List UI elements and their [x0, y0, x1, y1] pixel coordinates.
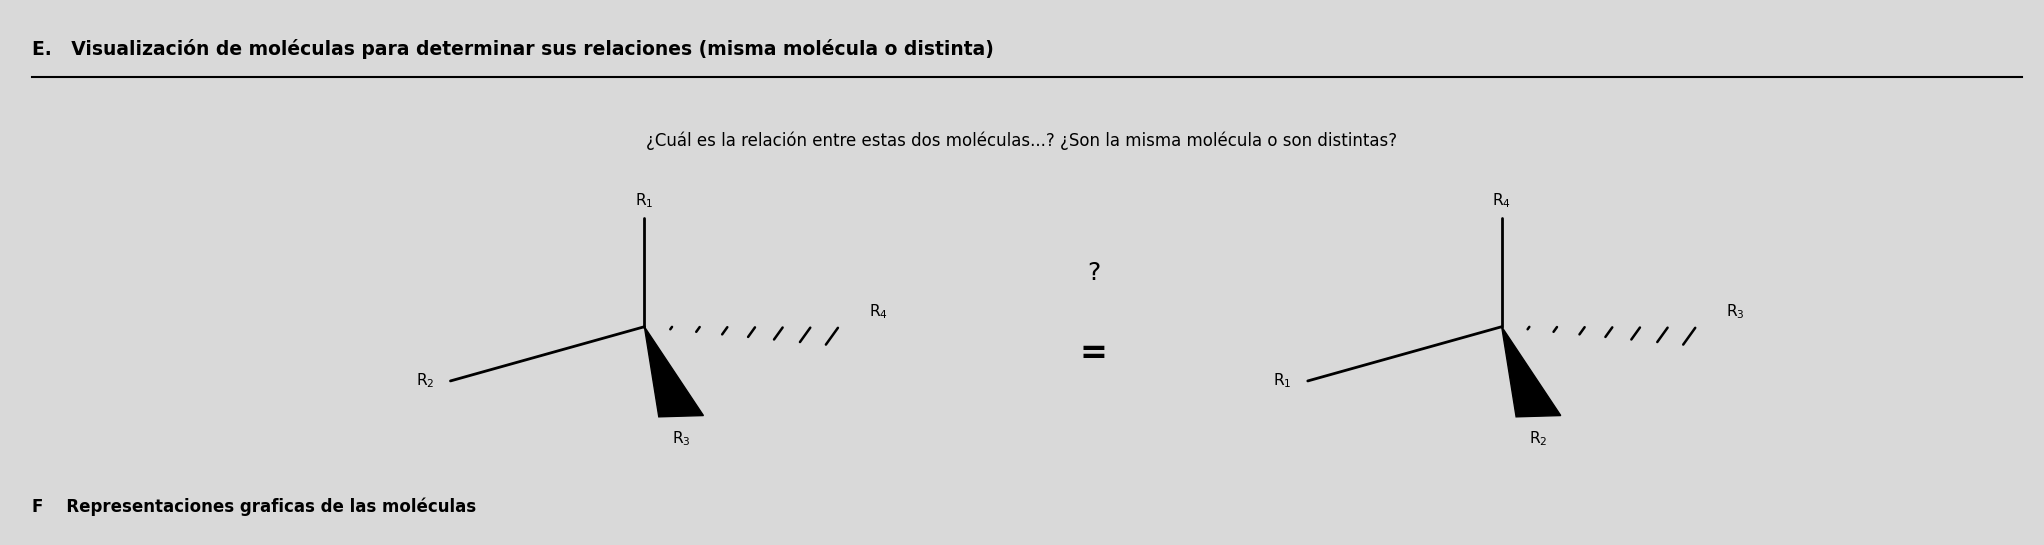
Polygon shape — [1502, 326, 1562, 417]
Text: R$_3$: R$_3$ — [672, 430, 691, 449]
Text: R$_2$: R$_2$ — [1529, 430, 1547, 449]
Text: ¿Cuál es la relación entre estas dos moléculas...? ¿Son la misma molécula o son : ¿Cuál es la relación entre estas dos mol… — [646, 131, 1398, 150]
Text: R$_4$: R$_4$ — [869, 302, 887, 322]
Text: R$_3$: R$_3$ — [1727, 302, 1746, 322]
Polygon shape — [644, 326, 703, 417]
Text: E.   Visualización de moléculas para determinar sus relaciones (misma molécula o: E. Visualización de moléculas para deter… — [33, 39, 993, 59]
Text: ?: ? — [1087, 261, 1100, 284]
Text: R$_4$: R$_4$ — [1492, 191, 1511, 210]
Text: R$_1$: R$_1$ — [636, 191, 654, 210]
Text: R$_2$: R$_2$ — [415, 372, 433, 390]
Text: R$_1$: R$_1$ — [1273, 372, 1292, 390]
Text: F    Representaciones graficas de las moléculas: F Representaciones graficas de las moléc… — [33, 498, 476, 517]
Text: =: = — [1079, 337, 1108, 371]
